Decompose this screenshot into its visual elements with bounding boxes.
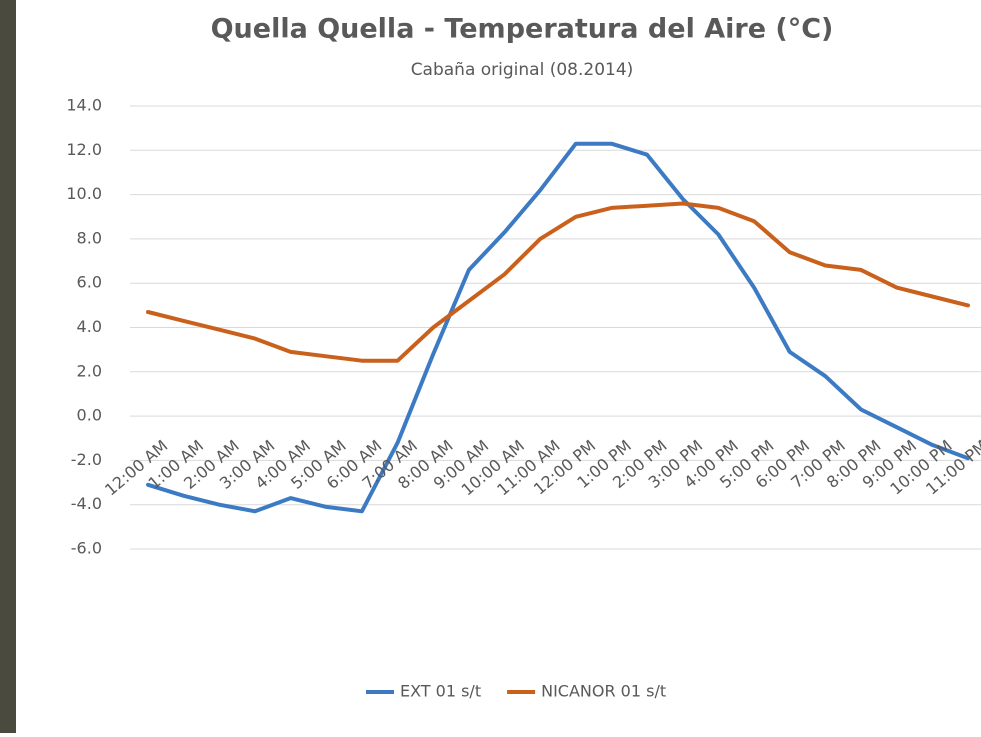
legend-label: EXT 01 s/t (400, 682, 481, 701)
y-tick-label: 10.0 (66, 184, 102, 203)
chart: Quella Quella - Temperatura del Aire (°C… (0, 0, 981, 733)
series-line (148, 204, 968, 361)
y-tick-label: -6.0 (71, 539, 102, 558)
y-tick-label: 12.0 (66, 140, 102, 159)
y-tick-label: 8.0 (77, 228, 102, 247)
chart-subtitle: Cabaña original (08.2014) (411, 60, 634, 80)
labels: -6.0-4.0-2.00.02.04.06.08.010.012.014.01… (66, 96, 981, 701)
y-tick-label: 2.0 (77, 361, 102, 380)
background-strip (0, 0, 16, 733)
y-tick-label: 4.0 (77, 317, 102, 336)
y-tick-label: 14.0 (66, 96, 102, 115)
legend-label: NICANOR 01 s/t (541, 682, 666, 701)
y-tick-label: -2.0 (71, 450, 102, 469)
y-tick-label: -4.0 (71, 494, 102, 513)
y-tick-label: 0.0 (77, 406, 102, 425)
y-tick-label: 6.0 (77, 273, 102, 292)
chart-title: Quella Quella - Temperatura del Aire (°C… (211, 14, 834, 45)
page: {"chart_data": {"type": "line", "title":… (0, 0, 981, 733)
